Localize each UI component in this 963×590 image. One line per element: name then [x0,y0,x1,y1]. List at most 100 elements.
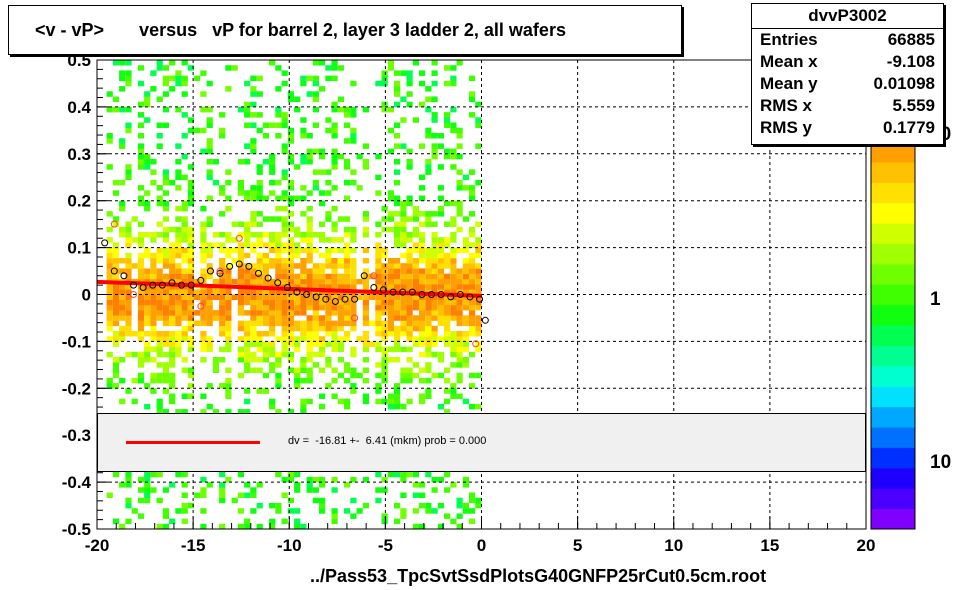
heatmap-cell [225,341,232,347]
heatmap-cell [162,273,169,280]
heatmap-cell [281,205,288,212]
heatmap-cell [350,513,357,519]
heatmap-cell [169,60,176,66]
heatmap-cell [437,205,444,212]
heatmap-cell [262,372,269,379]
heatmap-cell [444,299,451,306]
heatmap-cell [406,325,413,332]
heatmap-cell [325,247,332,254]
heatmap-cell [250,185,257,191]
heatmap-cell [287,409,294,415]
heatmap-cell [344,159,351,165]
heatmap-cell [137,299,145,306]
heatmap-cell [200,226,207,233]
heatmap-cell [244,195,251,201]
heatmap-cell [156,409,163,415]
heatmap-cell [181,502,188,509]
heatmap-cell [231,278,238,285]
heatmap-cell [256,304,263,311]
heatmap-cell [206,247,213,254]
heatmap-cell [119,304,126,311]
heatmap-cell [294,247,301,254]
heatmap-cell [462,247,469,254]
heatmap-cell [262,122,269,128]
heatmap-cell [394,294,401,300]
heatmap-cell [456,226,463,233]
heatmap-cell [125,242,132,248]
heatmap-cell [331,346,338,353]
heatmap-cell [262,346,269,353]
heatmap-cell [362,273,369,280]
heatmap-cell [269,169,276,175]
heatmap-cell [344,362,351,368]
heatmap-cell [300,117,307,123]
heatmap-cell [162,216,169,222]
heatmap-cell [156,372,163,379]
heatmap-cell [450,315,457,321]
heatmap-cell [106,258,113,264]
heatmap-cell [350,346,357,353]
heatmap-cell [419,80,426,87]
colorbar-swatch [871,243,915,265]
heatmap-cell [144,101,151,108]
heatmap-cell [456,372,463,379]
colorbar-swatch [871,386,915,408]
heatmap-cell [306,247,313,254]
heatmap-cell [450,346,457,353]
heatmap-cell [362,247,369,254]
heatmap-cell [162,252,169,259]
heatmap-cell [312,299,319,306]
heatmap-cell [244,336,251,342]
heatmap-cell [375,388,382,394]
heatmap-cell [225,331,232,337]
heatmap-cell [406,278,413,285]
heatmap-cell [394,70,401,76]
heatmap-cell [331,331,338,337]
heatmap-cell [375,471,382,478]
profile-outlier-point [370,272,378,280]
heatmap-cell [281,232,288,238]
heatmap-cell [412,372,419,379]
heatmap-cell [387,226,394,233]
heatmap-cell [187,179,194,186]
heatmap-cell [312,289,319,295]
heatmap-cell [475,331,482,337]
heatmap-cell [462,237,469,243]
heatmap-cell [156,336,163,342]
heatmap-cell [325,65,332,71]
heatmap-cell [319,304,326,311]
heatmap-cell [200,523,207,530]
heatmap-cell [312,331,319,337]
heatmap-cell [219,112,226,118]
heatmap-cell [200,299,207,306]
heatmap-cell [300,278,307,285]
heatmap-cell [456,211,463,217]
heatmap-cell [444,304,451,311]
heatmap-cell [412,320,419,327]
heatmap-cell [444,117,451,123]
heatmap-cell [381,336,388,342]
heatmap-cell [331,518,338,525]
heatmap-cell [312,106,319,113]
heatmap-cell [150,169,157,175]
heatmap-cell [219,492,226,498]
heatmap-cell [294,106,301,113]
heatmap-cell [444,367,451,373]
heatmap-cell [325,299,332,306]
heatmap-cell [331,508,338,514]
heatmap-cell [219,383,226,389]
heatmap-cell [294,377,301,384]
heatmap-cell [256,388,263,394]
heatmap-cell [281,492,288,498]
heatmap-cell [412,362,419,368]
heatmap-cell [400,252,407,259]
heatmap-cell [331,273,338,280]
heatmap-cell [319,221,326,227]
heatmap-cell [181,409,188,415]
heatmap-cell [325,237,332,243]
heatmap-cell [144,294,151,300]
heatmap-cell [425,299,432,306]
heatmap-cell [119,205,126,212]
fit-layer [96,279,482,298]
heatmap-cell [450,482,457,488]
